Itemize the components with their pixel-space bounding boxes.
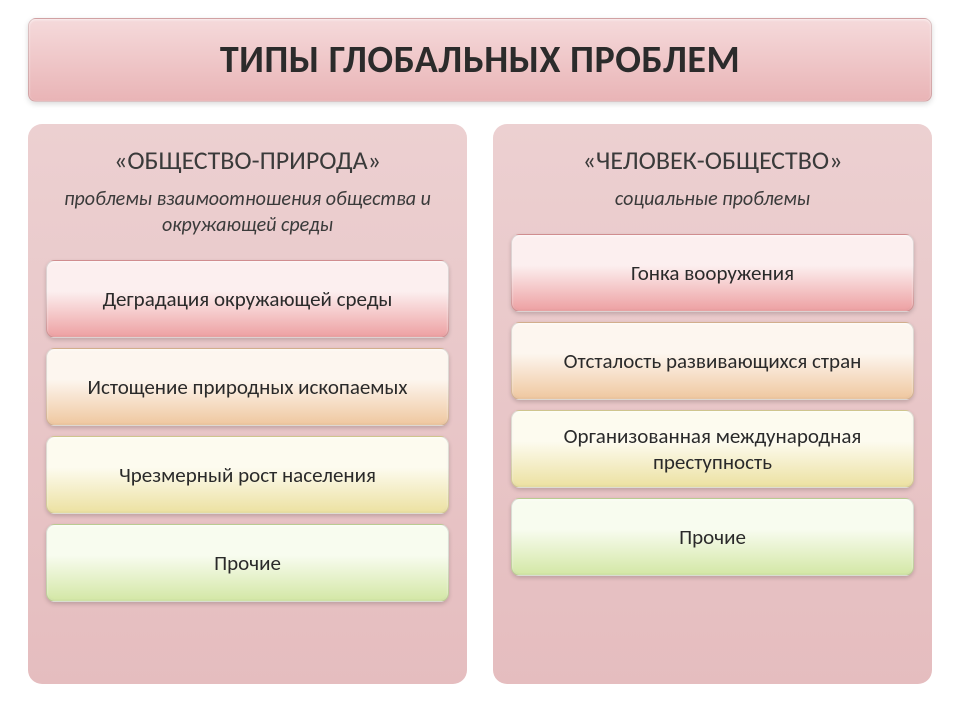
panel-society-nature: «ОБЩЕСТВО-ПРИРОДА» проблемы взаимоотноше… [28,124,467,684]
list-item: Отсталость развивающихся стран [511,322,914,400]
list-item: Истощение природных ископаемых [46,348,449,426]
panel-items: Гонка вооружения Отсталость развивающихс… [511,234,914,576]
panel-subtitle: социальные проблемы [511,186,914,212]
panel-title: «ЧЕЛОВЕК-ОБЩЕСТВО» [511,144,914,176]
panel-items: Деградация окружающей среды Истощение пр… [46,260,449,602]
list-item-label: Гонка вооружения [631,260,794,286]
list-item-label: Истощение природных ископаемых [87,374,407,400]
list-item-label: Прочие [679,524,746,550]
list-item-label: Чрезмерный рост населения [119,462,376,488]
list-item: Прочие [46,524,449,602]
page-title: ТИПЫ ГЛОБАЛЬНЫХ ПРОБЛЕМ [220,37,740,83]
list-item-label: Организованная международная преступност… [532,423,893,476]
panel-person-society: «ЧЕЛОВЕК-ОБЩЕСТВО» социальные проблемы Г… [493,124,932,684]
panel-title: «ОБЩЕСТВО-ПРИРОДА» [46,144,449,176]
list-item: Гонка вооружения [511,234,914,312]
list-item: Чрезмерный рост населения [46,436,449,514]
columns-container: «ОБЩЕСТВО-ПРИРОДА» проблемы взаимоотноше… [28,124,932,684]
list-item-label: Деградация окружающей среды [103,286,393,312]
list-item: Организованная международная преступност… [511,410,914,488]
list-item-label: Прочие [214,550,281,576]
title-bar: ТИПЫ ГЛОБАЛЬНЫХ ПРОБЛЕМ [28,18,932,102]
list-item: Деградация окружающей среды [46,260,449,338]
list-item: Прочие [511,498,914,576]
list-item-label: Отсталость развивающихся стран [564,348,862,374]
panel-subtitle: проблемы взаимоотношения общества и окру… [46,186,449,238]
